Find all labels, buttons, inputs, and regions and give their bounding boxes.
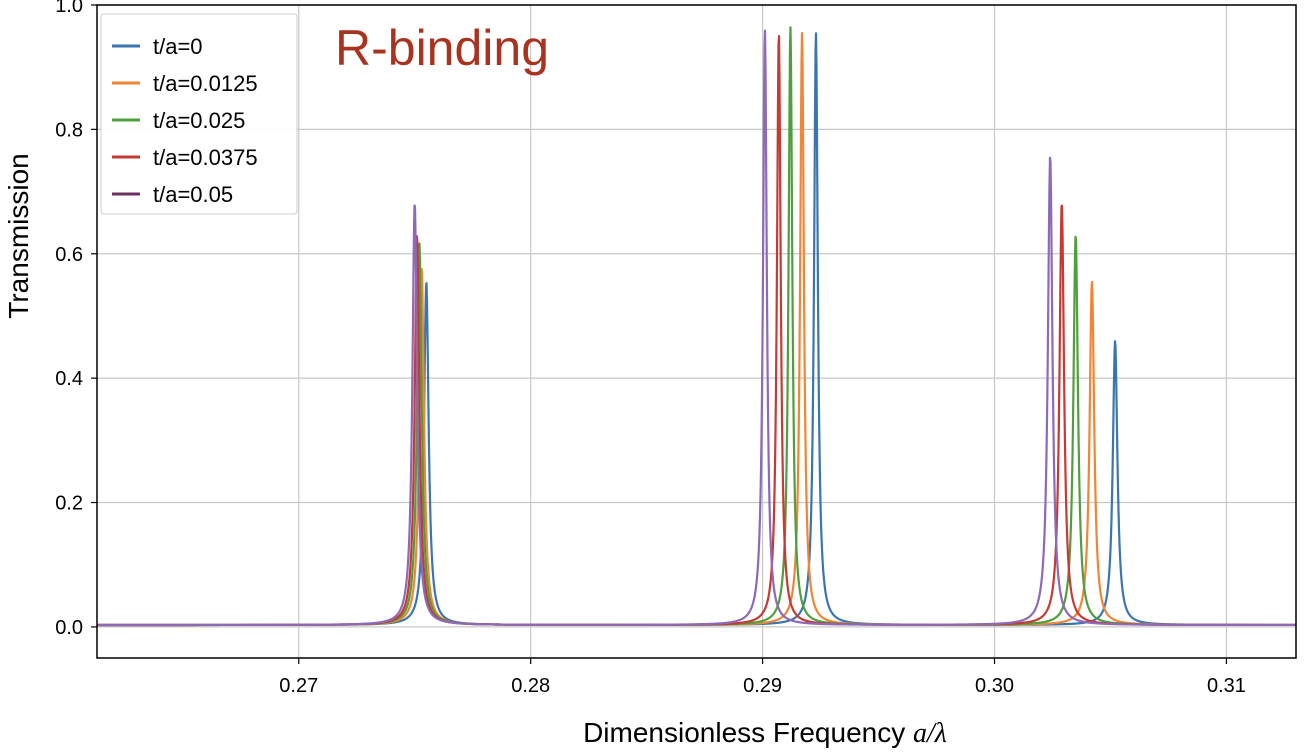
x-axis-label-math: a/λ [913,718,947,749]
series-lines [96,26,1297,627]
x-axis-label: Dimensionless Frequency a/λ [583,717,947,749]
y-tick-label: 0.4 [55,368,83,390]
legend-label: t/a=0.05 [153,182,233,207]
legend-label: t/a=0.0375 [153,145,258,170]
x-tick-label: 0.30 [975,675,1014,697]
series-line-4 [96,29,1297,627]
y-tick-label: 1.0 [55,0,83,17]
x-tick-label: 0.31 [1207,675,1246,697]
y-axis-label: Transmission [3,153,34,318]
y-tick-label: 0.8 [55,119,83,141]
y-tick-label: 0.0 [55,617,83,639]
legend-entries: t/a=0 t/a=0.0125 t/a=0.025 t/a=0.0375 t/a=0.… [112,34,258,207]
legend-label: t/a=0 [153,34,203,59]
x-axis-ticks: 0.27 0.28 0.29 0.30 0.31 [279,658,1246,697]
legend-label: t/a=0.0125 [153,71,258,96]
legend-label: t/a=0.025 [153,108,245,133]
x-tick-label: 0.29 [743,675,782,697]
legend: t/a=0 t/a=0.0125 t/a=0.025 t/a=0.0375 t/a=0.… [100,13,298,215]
x-tick-label: 0.27 [279,675,318,697]
y-tick-label: 0.2 [55,493,83,515]
x-axis-label-main: Dimensionless Frequency [583,717,913,748]
annotation-r-binding: R-binding [335,20,549,76]
y-axis-ticks: 0.0 0.2 0.4 0.6 0.8 1.0 [55,0,97,639]
plot-frame [96,4,1297,659]
legend-box [100,13,298,215]
y-tick-label: 0.6 [55,244,83,266]
x-tick-label: 0.28 [511,675,550,697]
